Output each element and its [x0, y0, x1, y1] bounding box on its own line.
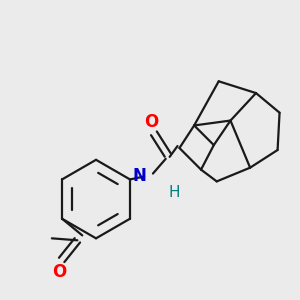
Text: H: H	[169, 185, 180, 200]
Text: O: O	[144, 113, 158, 131]
Text: N: N	[132, 167, 146, 184]
Text: O: O	[52, 263, 67, 281]
